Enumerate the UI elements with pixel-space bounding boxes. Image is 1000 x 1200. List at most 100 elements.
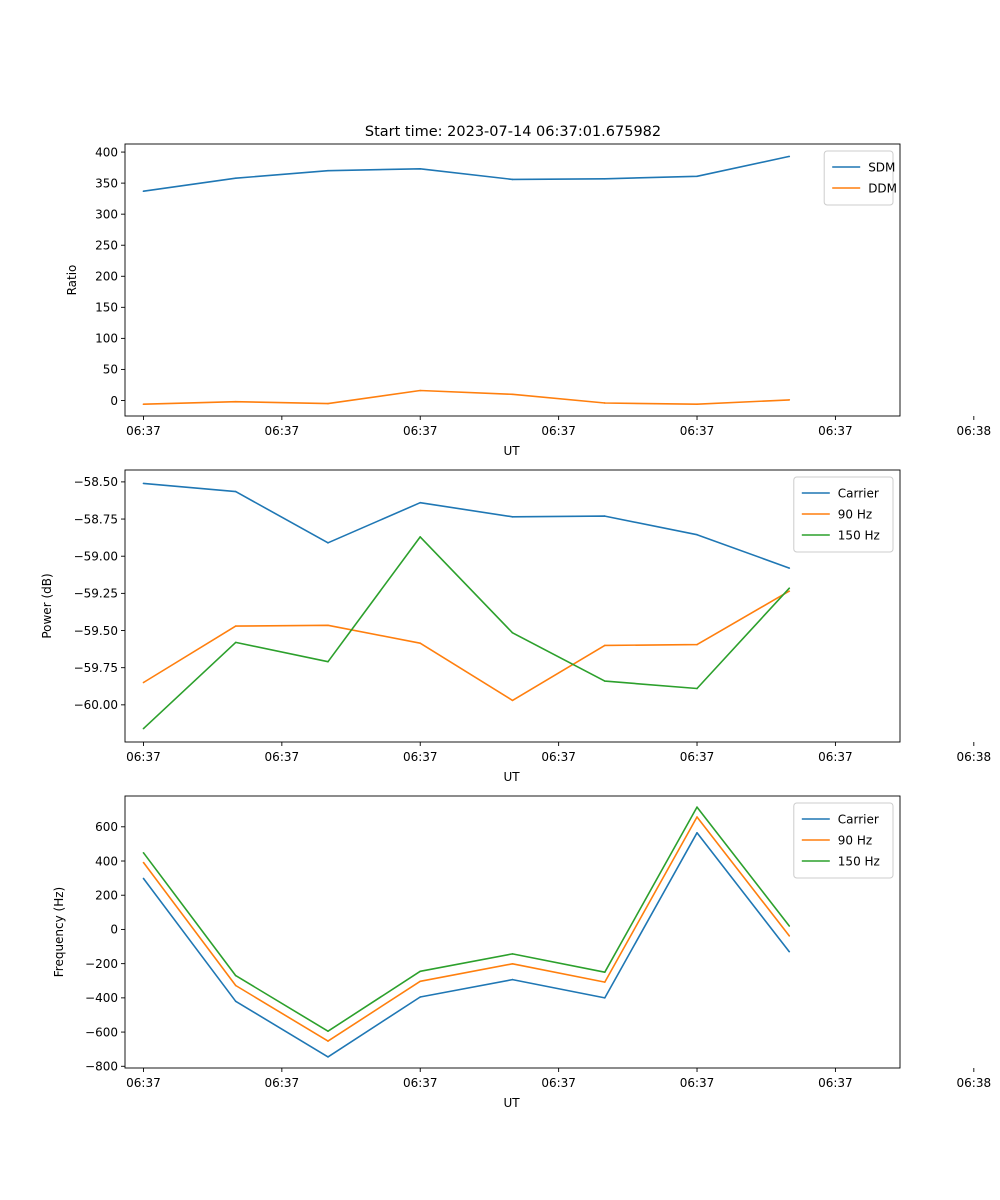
data-point: [603, 997, 606, 999]
series-line-90-hz: [142, 816, 790, 1042]
y-tick-label: 150: [95, 301, 118, 315]
y-tick-label: −600: [85, 1025, 118, 1039]
y-tick-label: 0: [110, 923, 118, 937]
data-point: [696, 831, 698, 834]
x-tick-label: 06:37: [818, 750, 853, 764]
data-point: [142, 877, 145, 880]
legend-frame: [823, 150, 894, 206]
x-tick-label: 06:38: [957, 424, 992, 438]
data-point: [511, 699, 514, 702]
y-tick-label: −58.50: [74, 475, 118, 489]
x-tick-label: 06:37: [541, 424, 576, 438]
legend-label: 150 Hz: [838, 854, 880, 868]
x-axis-label: UT: [503, 1096, 520, 1110]
legend-label: Carrier: [838, 812, 879, 826]
axes-frame: [124, 143, 901, 417]
data-point: [788, 567, 791, 569]
data-point: [419, 970, 422, 973]
legend-label: SDM: [868, 160, 895, 174]
legend-label: Carrier: [838, 486, 879, 500]
x-tick-label: 06:37: [126, 424, 161, 438]
y-tick-label: 300: [95, 207, 118, 221]
data-point: [788, 399, 791, 401]
x-axis-label: UT: [503, 770, 520, 784]
data-point: [142, 851, 145, 854]
x-tick-label: 06:37: [818, 424, 853, 438]
data-point: [327, 1030, 329, 1033]
data-point: [419, 642, 422, 644]
data-point: [788, 950, 791, 953]
data-point: [696, 643, 698, 646]
x-tick-label: 06:37: [541, 1076, 576, 1090]
subplot-1: 06:37 06:37 06:37 06:37 06:37 06:37 06:38 0 50 10…: [65, 143, 992, 458]
data-point: [419, 168, 422, 170]
x-tick-label: 06:37: [403, 1076, 438, 1090]
y-tick-label: 200: [95, 270, 118, 284]
legend-label: 90 Hz: [838, 833, 872, 847]
data-point: [603, 515, 606, 517]
y-axis-label: Power (dB): [40, 573, 54, 638]
data-point: [142, 681, 145, 684]
x-tick-label: 06:37: [541, 750, 576, 764]
data-point: [234, 625, 237, 627]
x-tick-label: 06:38: [957, 1076, 992, 1090]
x-tick-label: 06:37: [680, 1076, 715, 1090]
x-tick-label: 06:37: [265, 1076, 300, 1090]
x-tick-label: 06:37: [126, 1076, 161, 1090]
data-point: [696, 806, 698, 808]
data-point: [234, 400, 237, 403]
y-tick-label: −59.25: [74, 587, 118, 601]
data-point: [788, 925, 791, 927]
data-point: [603, 971, 606, 974]
subplots: 06:37 06:37 06:37 06:37 06:37 06:37 06:38 0 50 10…: [40, 143, 992, 1110]
y-tick-label: 250: [95, 239, 118, 253]
data-point: [788, 590, 791, 592]
x-tick-label: 06:37: [680, 750, 715, 764]
data-point: [234, 1000, 237, 1003]
subplot-3: 06:37 06:37 06:37 06:37 06:37 06:37 06:38 −800 −…: [52, 795, 992, 1110]
data-point: [419, 389, 422, 392]
data-point: [511, 953, 514, 955]
data-point: [511, 178, 514, 181]
legend-label: DDM: [868, 181, 897, 195]
legend: Carrier 90 Hz 150 Hz: [793, 802, 894, 879]
data-point: [788, 587, 791, 589]
data-point: [603, 177, 606, 180]
data-point: [603, 402, 606, 404]
legend-frame: [793, 802, 894, 879]
data-point: [234, 641, 237, 644]
x-tick-label: 06:38: [957, 750, 992, 764]
data-point: [419, 536, 422, 538]
data-point: [419, 980, 422, 983]
data-point: [142, 727, 145, 730]
legend-frame: [793, 476, 894, 553]
y-tick-label: 600: [95, 820, 118, 834]
x-tick-label: 06:37: [818, 1076, 853, 1090]
data-point: [511, 631, 514, 634]
data-point: [511, 963, 514, 965]
y-tick-label: −59.50: [74, 624, 118, 638]
data-point: [327, 169, 329, 172]
y-tick-label: 400: [95, 145, 118, 159]
series-line-90-hz: [143, 590, 790, 702]
data-point: [327, 660, 329, 663]
legend-label: 150 Hz: [838, 528, 880, 542]
data-point: [327, 624, 329, 627]
data-point: [234, 490, 237, 493]
data-point: [234, 974, 237, 977]
data-point: [511, 516, 514, 518]
data-point: [696, 403, 698, 406]
y-tick-label: −400: [85, 991, 118, 1005]
x-axis-label: UT: [503, 444, 520, 458]
data-point: [603, 644, 606, 647]
y-tick-label: 350: [95, 176, 118, 190]
y-tick-label: 400: [95, 854, 118, 868]
x-tick-label: 06:37: [403, 750, 438, 764]
data-point: [327, 1040, 329, 1042]
y-tick-label: 0: [110, 394, 118, 408]
legend: Carrier 90 Hz 150 Hz: [793, 476, 894, 553]
y-tick-label: −200: [85, 957, 118, 971]
data-point: [142, 403, 145, 406]
data-point: [788, 935, 791, 937]
